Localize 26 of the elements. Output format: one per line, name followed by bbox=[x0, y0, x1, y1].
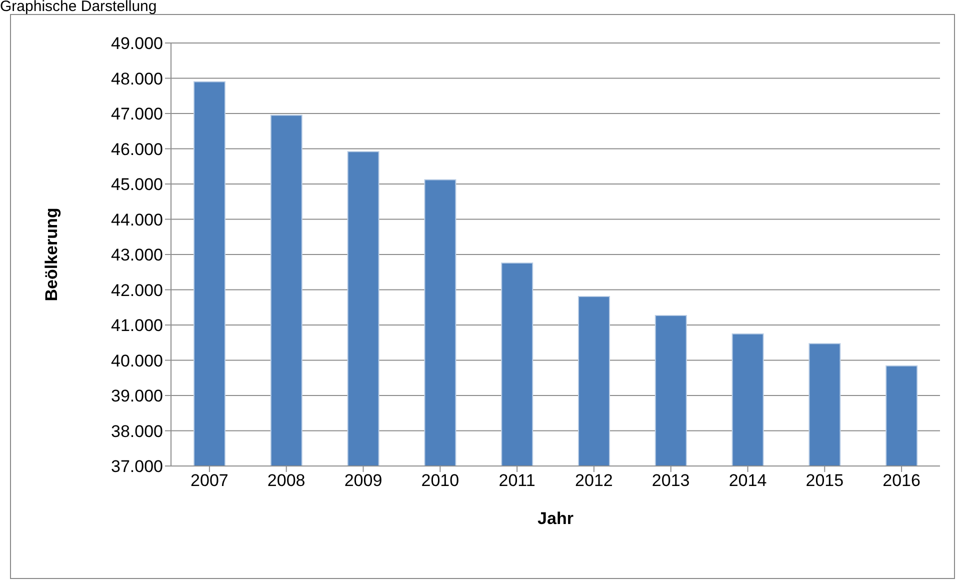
x-tick-label: 2013 bbox=[652, 471, 690, 490]
y-tick-label: 42.000 bbox=[111, 280, 163, 300]
x-tick-label: 2010 bbox=[421, 471, 460, 490]
x-tick-label: 2012 bbox=[575, 471, 613, 490]
x-tick-label: 2009 bbox=[344, 471, 382, 490]
x-tick-label: 2008 bbox=[267, 471, 306, 490]
y-tick-label: 41.000 bbox=[111, 316, 163, 336]
y-axis-title: Beölkerung bbox=[42, 208, 62, 302]
y-tick-label: 40.000 bbox=[111, 351, 163, 370]
y-tick-label: 46.000 bbox=[111, 140, 163, 159]
x-tick-label: 2011 bbox=[498, 471, 536, 490]
x-tick-label: 2007 bbox=[190, 471, 228, 490]
y-tick-label: 38.000 bbox=[111, 422, 163, 441]
y-tick-label: 37.000 bbox=[111, 457, 163, 476]
x-tick-label: 2014 bbox=[728, 471, 767, 490]
y-tick-label: 49.000 bbox=[111, 34, 163, 54]
x-tick-label: 2015 bbox=[806, 471, 844, 490]
y-tick-label: 39.000 bbox=[111, 386, 163, 406]
chart-title: Graphische Darstellung bbox=[0, 0, 157, 15]
y-tick-label: 47.000 bbox=[111, 104, 163, 124]
y-tick-label: 45.000 bbox=[111, 175, 163, 194]
x-tick-label: 2016 bbox=[882, 471, 920, 490]
y-tick-label: 48.000 bbox=[111, 69, 163, 88]
x-axis-title: Jahr bbox=[538, 509, 574, 528]
y-tick-label: 43.000 bbox=[111, 246, 163, 265]
y-tick-label: 44.000 bbox=[111, 210, 163, 230]
